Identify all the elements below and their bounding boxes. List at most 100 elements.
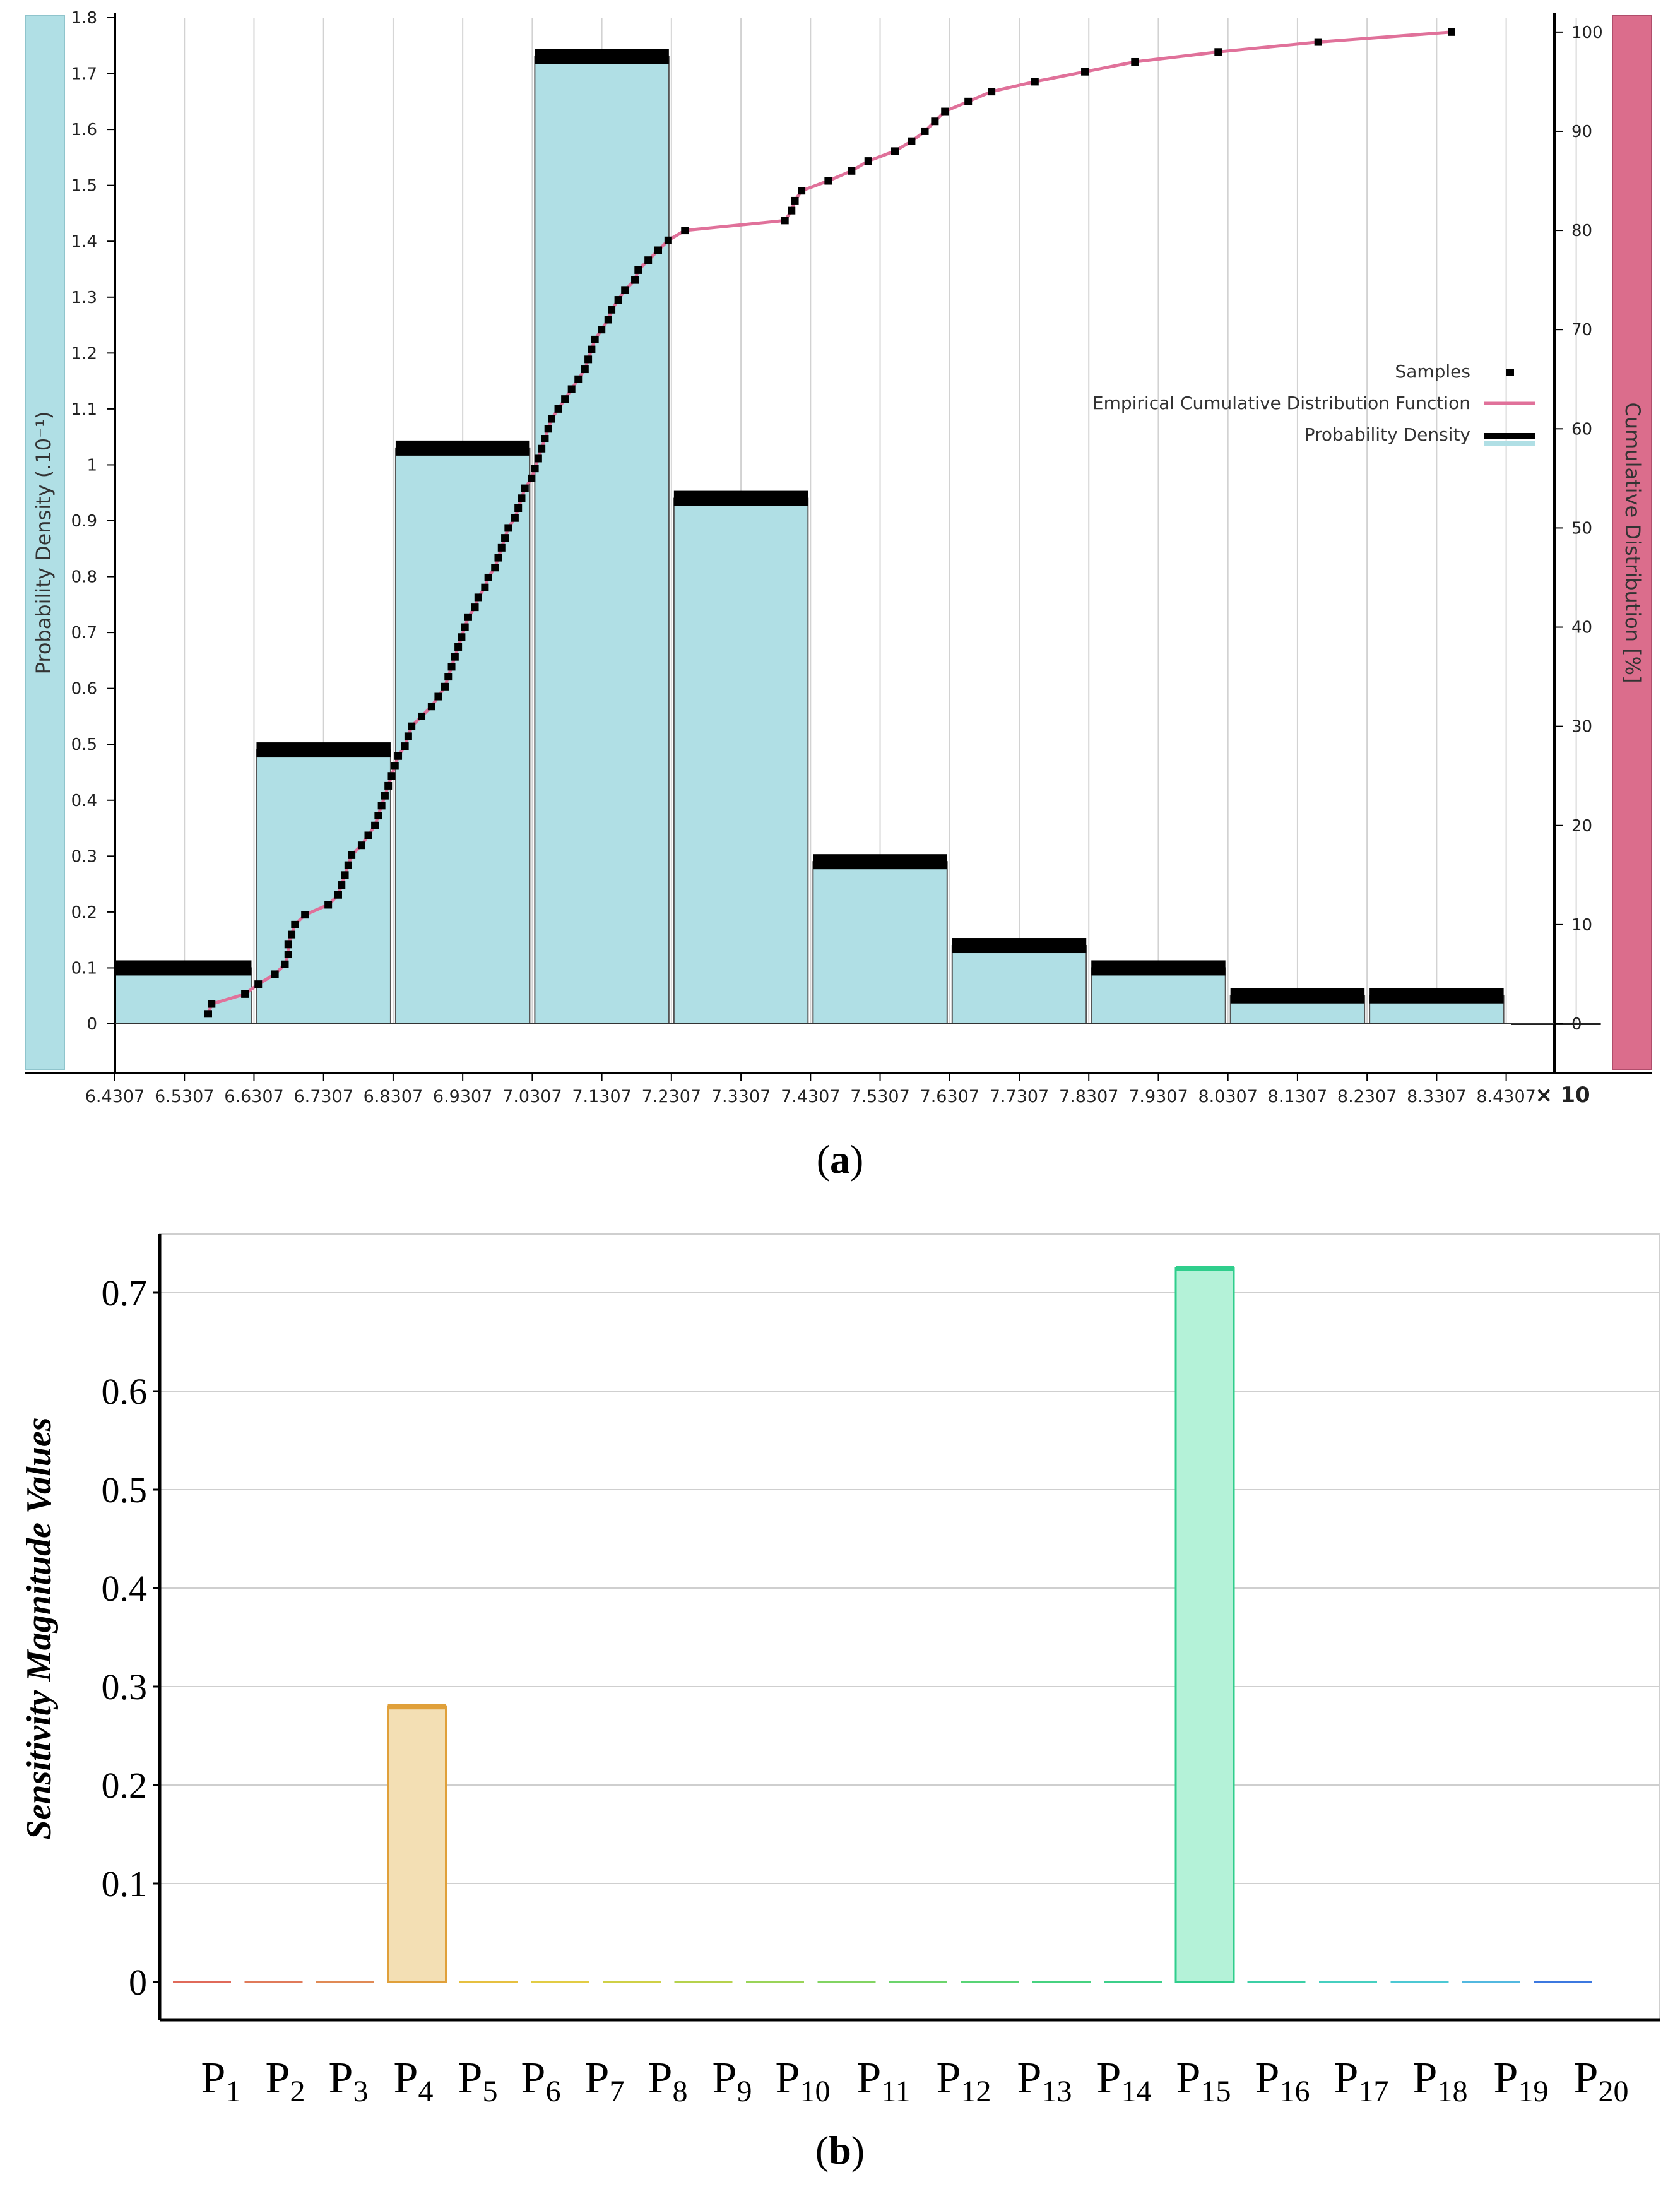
histogram-bar-cap-1 <box>115 960 252 976</box>
histogram-bar-cap-10 <box>1369 988 1504 1004</box>
subfigure-label-a: (a) <box>816 1137 864 1182</box>
category-label-P20: P20 <box>1574 2054 1629 2108</box>
sample-point-71 <box>604 316 612 324</box>
sample-point-48 <box>497 543 506 552</box>
category-label-P5: P5 <box>458 2054 498 2108</box>
x-tick-label-12: 7.6307 <box>920 1087 979 1106</box>
y-tick-label-0: 0 <box>129 1962 147 2003</box>
sample-point-43 <box>474 593 482 602</box>
sample-point-28 <box>401 742 409 750</box>
sample-point-9 <box>288 930 296 939</box>
y-tick-label-16: 1.6 <box>71 121 97 139</box>
histogram-bar-cap-2 <box>256 742 391 758</box>
sample-point-30 <box>408 722 416 730</box>
x-tick-label-19: 8.3307 <box>1407 1087 1466 1106</box>
sample-point-69 <box>591 335 599 343</box>
x-tick-label-8: 7.2307 <box>642 1087 701 1106</box>
histogram-bar-4 <box>534 56 670 1024</box>
sample-point-93 <box>964 97 973 105</box>
sample-point-54 <box>521 484 529 492</box>
x-scale-label: × 10 <box>1535 1083 1590 1108</box>
sample-point-39 <box>458 633 466 641</box>
x-tick-label-3: 6.7307 <box>293 1087 353 1106</box>
right-axis-band <box>1612 15 1652 1070</box>
category-label-P10: P10 <box>776 2054 831 2108</box>
sample-point-24 <box>384 781 393 790</box>
sample-point-1 <box>204 1010 212 1018</box>
legend-label-ecdf: Empirical Cumulative Distribution Functi… <box>1092 393 1470 413</box>
category-label-P2: P2 <box>266 2054 305 2108</box>
sample-point-38 <box>454 643 463 651</box>
y-tick-label-11: 1.1 <box>71 400 97 419</box>
category-label-P7: P7 <box>585 2054 625 2108</box>
sample-point-58 <box>538 444 546 453</box>
category-label-P15: P15 <box>1176 2054 1231 2108</box>
sample-point-70 <box>598 326 606 334</box>
sample-point-34 <box>441 682 449 691</box>
sample-point-12 <box>324 901 333 909</box>
y-tick-label-3: 0.3 <box>71 847 97 866</box>
sample-point-41 <box>464 613 472 621</box>
sample-point-11 <box>301 911 309 919</box>
sample-point-85 <box>824 177 832 185</box>
sample-point-5 <box>271 970 279 978</box>
sample-point-55 <box>528 474 536 482</box>
y-tick-label-15: 1.5 <box>71 177 97 196</box>
x-tick-label-17: 8.1307 <box>1268 1087 1327 1106</box>
sample-point-35 <box>444 673 453 681</box>
sample-point-61 <box>547 415 555 423</box>
x-tick-label-10: 7.4307 <box>781 1087 840 1106</box>
legend-swatch-samples <box>1506 369 1514 376</box>
left-axis-band <box>25 15 65 1070</box>
category-label-P11: P11 <box>856 2054 910 2108</box>
y-tick-label-12: 1.2 <box>71 344 97 363</box>
sample-point-89 <box>908 137 916 145</box>
histogram-bar-cap-7 <box>952 938 1087 954</box>
y-tick-label-2: 0.2 <box>71 903 97 922</box>
y-tick-label-8: 0.8 <box>71 568 97 587</box>
bar-cap-P15 <box>1176 1266 1234 1271</box>
category-label-P13: P13 <box>1017 2054 1072 2108</box>
subfigure-label-b: (b) <box>815 2128 865 2173</box>
sample-point-14 <box>338 881 346 889</box>
legend-label-samples: Samples <box>1395 361 1470 382</box>
sample-point-44 <box>481 583 489 591</box>
sample-point-33 <box>434 692 442 701</box>
sample-point-96 <box>1081 68 1089 76</box>
y-tick-label-5: 0.5 <box>102 1469 148 1510</box>
sample-point-76 <box>634 266 642 274</box>
y-tick-label-0: 0 <box>86 1015 97 1034</box>
y2-tick-label-2: 20 <box>1571 817 1592 836</box>
histogram-bar-cap-3 <box>395 440 530 456</box>
sample-point-65 <box>574 375 583 383</box>
category-label-P19: P19 <box>1494 2054 1549 2108</box>
category-label-P4: P4 <box>394 2054 434 2108</box>
category-label-P16: P16 <box>1255 2054 1310 2108</box>
sample-point-20 <box>371 821 379 829</box>
y-tick-label-1: 0.1 <box>102 1863 148 1904</box>
x-tick-label-16: 8.0307 <box>1198 1087 1257 1106</box>
histogram-bar-cap-6 <box>813 854 947 870</box>
histogram-bar-cap-9 <box>1230 988 1365 1004</box>
sample-point-3 <box>241 990 249 998</box>
sample-point-18 <box>357 841 365 850</box>
category-label-P17: P17 <box>1334 2054 1389 2108</box>
sample-point-8 <box>284 940 292 949</box>
sample-point-19 <box>364 831 372 839</box>
sample-point-86 <box>848 167 856 175</box>
legend-label-density: Probability Density <box>1304 424 1470 445</box>
x-tick-label-18: 8.2307 <box>1337 1087 1397 1106</box>
sample-point-51 <box>511 514 519 522</box>
y2-tick-label-4: 40 <box>1571 619 1592 638</box>
sample-point-79 <box>664 236 672 244</box>
bar-P4 <box>387 1705 447 1983</box>
y-tick-label-4: 0.4 <box>102 1568 148 1609</box>
sample-point-91 <box>931 117 939 126</box>
sample-point-88 <box>890 147 899 155</box>
ecdf-line <box>206 30 1452 1015</box>
x-tick-label-1: 6.5307 <box>155 1087 214 1106</box>
y2-tick-label-5: 50 <box>1571 519 1592 538</box>
category-label-P12: P12 <box>937 2054 991 2108</box>
sample-point-46 <box>491 564 499 572</box>
sample-point-73 <box>614 296 622 304</box>
